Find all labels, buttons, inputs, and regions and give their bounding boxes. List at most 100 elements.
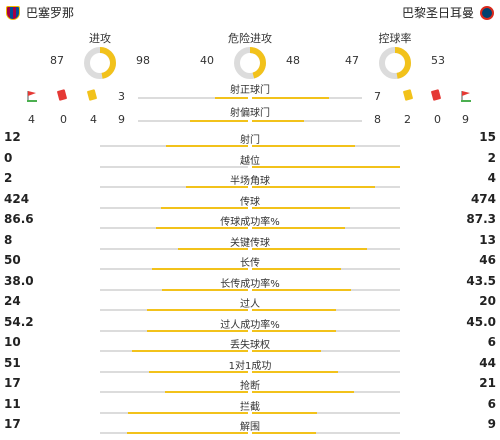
gauge-title: 进攻 [89,32,111,45]
stat-away-track [252,206,400,209]
stat-home-track [100,329,248,332]
home-team[interactable]: 巴塞罗那 [6,4,80,21]
stat-row: 17 解围 9 [0,417,500,437]
stat-away-track [252,432,400,434]
shots-on-home: 3 [118,90,125,103]
corner-flag-icon [461,91,471,102]
shots-on-away: 7 [374,90,381,103]
stat-away-bar [252,391,355,393]
stat-label: 过人成功率% [220,319,280,331]
stat-row: 54.2 过人成功率% 45.0 [0,315,500,335]
stat-home-track [100,145,248,147]
stat-away-bar [252,247,367,250]
stat-home-track [100,165,248,168]
stat-home-track [100,186,248,188]
stat-away-track [252,309,400,311]
shots-off-home: 9 [118,113,125,126]
stat-away-bar [252,370,338,373]
stat-home-bar [177,247,248,250]
stat-home-track [100,247,248,250]
yellow-card-icon [402,89,414,101]
stat-away-track [252,350,400,352]
stat-home-bar [146,329,248,332]
possession-gauge: 控球率 47 53 [345,30,445,80]
away-team-name: 巴黎圣日耳曼 [401,6,474,20]
stat-home-value: 12 [4,130,21,144]
stat-home-bar [151,268,248,270]
stat-away-value: 21 [479,376,496,390]
shots-off-home-bar [189,120,248,122]
stat-row: 2 半场角球 4 [0,171,500,191]
stat-home-value: 17 [4,417,21,431]
away-count-2: 2 [404,113,411,126]
stat-label: 传球 [240,196,260,208]
stat-row: 0 越位 2 [0,151,500,171]
stat-home-track [100,288,248,291]
stat-away-track [252,370,400,373]
away-count-3: 0 [434,113,441,126]
stat-home-value: 10 [4,335,21,349]
stat-home-bar [155,227,248,229]
stat-home-track [100,268,248,270]
stat-home-track [100,206,248,209]
stat-row: 8 关键传球 13 [0,233,500,253]
stat-home-bar [161,288,248,291]
stat-label: 丢失球权 [230,340,270,351]
stat-away-bar [252,288,351,291]
stat-away-value: 6 [487,396,496,411]
gauge-title: 控球率 [378,32,412,45]
gauge-ring [379,47,411,79]
stat-away-value: 44 [479,355,496,370]
stat-away-track [252,391,400,393]
stat-home-track [100,309,248,311]
stat-label: 抢断 [240,381,260,392]
stat-away-value: 46 [479,253,496,267]
stat-away-bar [252,206,350,209]
stat-away-value: 6 [487,335,496,349]
shots-off-label: 射偏球门 [230,108,270,119]
stat-home-bar [148,370,248,373]
stat-away-bar [252,329,336,332]
stat-home-track [100,432,248,434]
stat-row: 17 抢断 21 [0,376,500,396]
shots-on-away-bar [252,97,329,99]
stat-home-track [100,411,248,414]
stat-away-value: 45.0 [466,314,496,329]
stat-home-value: 17 [4,376,21,390]
home-count-2: 0 [60,113,67,126]
stat-row: 12 射门 15 [0,130,500,150]
gauge-home-value: 47 [345,54,359,67]
stat-label: 长传成功率% [220,278,280,290]
stat-away-bar [252,145,355,147]
stat-away-value: 2 [487,150,496,165]
stat-row: 424 传球 474 [0,192,500,212]
stat-home-bar [160,206,248,209]
stat-away-track [252,247,400,250]
stat-away-value: 20 [479,294,496,308]
shots-off-away-track [252,120,362,122]
shots-on-label: 射正球门 [230,85,270,96]
stat-away-bar [252,411,318,414]
stat-home-bar [165,145,248,147]
away-team[interactable]: 巴黎圣日耳曼 [396,4,494,21]
stat-away-value: 13 [479,232,496,247]
stat-home-bar [147,309,248,311]
stat-away-value: 4 [487,171,496,185]
stat-home-bar [132,350,248,352]
gauge-away-value: 48 [286,54,300,67]
stat-row: 11 拦截 6 [0,397,500,417]
stat-away-bar [252,227,345,229]
gauge-home-value: 40 [200,54,214,67]
stat-away-bar [252,186,376,188]
stat-home-bar [127,432,248,434]
stat-home-value: 0 [4,150,13,165]
red-card-icon [430,89,442,101]
stat-away-track [252,268,400,270]
stat-away-track [252,329,400,332]
stat-home-value: 8 [4,232,13,247]
stat-label: 解围 [240,422,260,433]
stat-home-value: 11 [4,396,21,411]
shots-on-away-track [252,97,362,99]
shots-on-home-bar [215,97,248,99]
stat-label: 半场角球 [230,176,270,187]
